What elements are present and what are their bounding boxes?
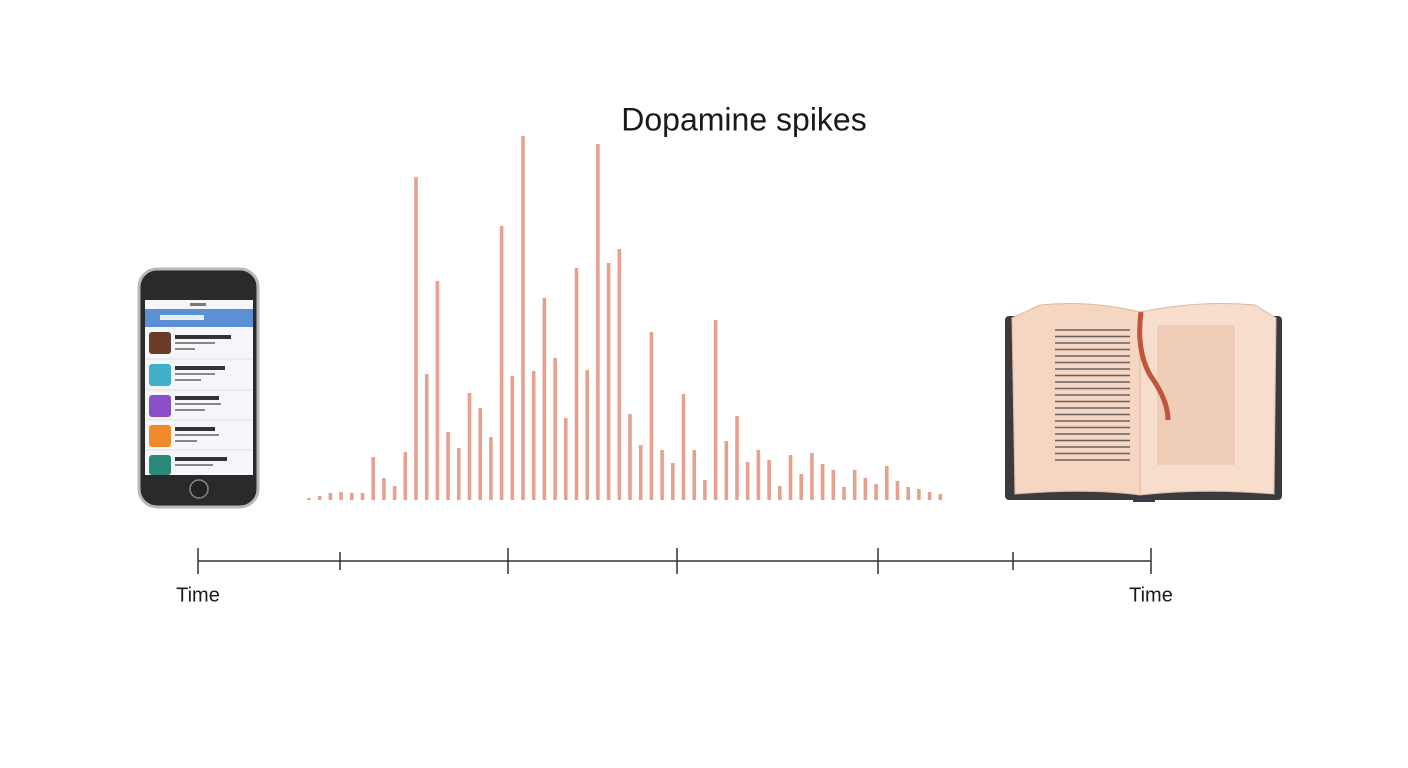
bar xyxy=(382,478,386,500)
bar xyxy=(831,470,836,500)
x-axis-label: Time xyxy=(1129,584,1173,606)
bar xyxy=(638,445,643,500)
bar xyxy=(938,494,943,500)
bar xyxy=(446,432,450,500)
bar xyxy=(724,441,729,500)
bar xyxy=(350,493,354,500)
bar xyxy=(414,177,418,500)
bar xyxy=(424,374,429,500)
bar xyxy=(628,414,632,500)
phone-icon xyxy=(137,267,260,509)
bar xyxy=(874,484,878,500)
bar xyxy=(596,144,600,500)
bar xyxy=(328,493,333,500)
bar xyxy=(531,371,536,500)
timeline xyxy=(197,548,1152,574)
bar xyxy=(767,460,771,500)
bar xyxy=(660,450,664,500)
bar xyxy=(649,332,654,500)
x-axis-label: Time xyxy=(176,584,220,606)
bar xyxy=(521,136,525,500)
bar xyxy=(788,455,793,500)
bar xyxy=(489,437,493,500)
bar xyxy=(317,496,322,500)
bar xyxy=(842,487,846,500)
bar xyxy=(339,492,343,500)
bar xyxy=(895,481,900,500)
bar xyxy=(574,268,579,500)
chart-title: Dopamine spikes xyxy=(621,101,866,137)
bar xyxy=(692,450,696,500)
bar xyxy=(553,358,557,500)
bar xyxy=(360,493,365,500)
bar xyxy=(756,450,761,500)
bar xyxy=(713,320,718,500)
bar xyxy=(799,474,803,500)
bar xyxy=(745,462,750,500)
bar xyxy=(820,464,825,500)
bar xyxy=(478,408,482,500)
bar xyxy=(403,452,408,500)
bar xyxy=(852,470,857,500)
bar xyxy=(585,370,589,500)
bar xyxy=(307,498,311,500)
bar xyxy=(371,457,375,500)
bar xyxy=(863,478,868,500)
bar xyxy=(606,263,611,500)
bar xyxy=(564,418,568,500)
bar xyxy=(435,281,440,500)
bar xyxy=(467,393,472,500)
bar xyxy=(735,416,739,500)
bar xyxy=(810,453,814,500)
bar xyxy=(927,492,932,500)
bar xyxy=(671,463,675,500)
bar xyxy=(542,298,547,500)
bar xyxy=(885,466,889,500)
bar xyxy=(906,487,910,500)
bar xyxy=(917,489,921,500)
bars xyxy=(307,136,943,500)
book-icon xyxy=(1005,303,1282,502)
bar xyxy=(510,376,515,500)
bar xyxy=(499,226,504,500)
bar xyxy=(703,480,707,500)
bar xyxy=(457,448,461,500)
bar xyxy=(778,486,782,500)
bar xyxy=(681,394,686,500)
bar xyxy=(617,249,622,500)
bar xyxy=(392,486,397,500)
